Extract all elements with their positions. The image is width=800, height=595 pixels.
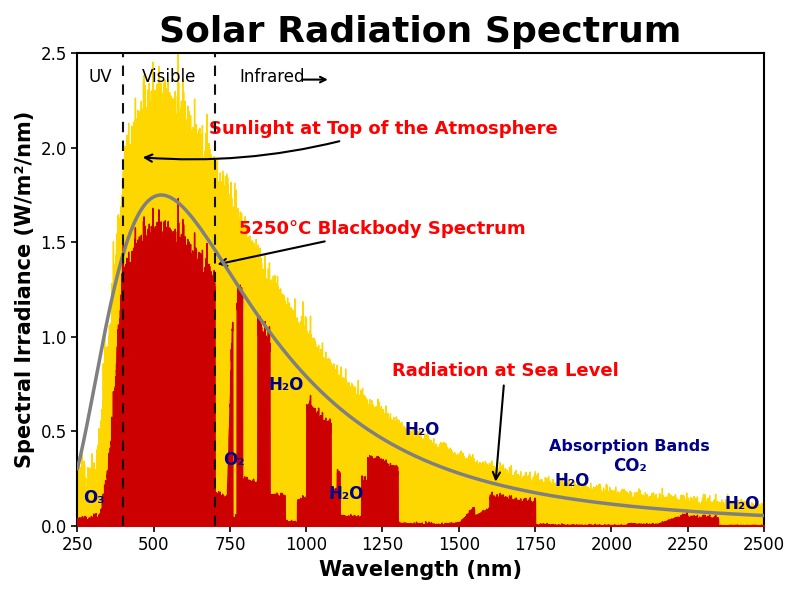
Y-axis label: Spectral Irradiance (W/m²/nm): Spectral Irradiance (W/m²/nm)	[15, 111, 35, 468]
Text: Absorption Bands: Absorption Bands	[550, 439, 710, 454]
Title: Solar Radiation Spectrum: Solar Radiation Spectrum	[159, 15, 682, 49]
X-axis label: Wavelength (nm): Wavelength (nm)	[319, 560, 522, 580]
Text: 5250°C Blackbody Spectrum: 5250°C Blackbody Spectrum	[220, 220, 526, 266]
Text: Infrared: Infrared	[239, 68, 305, 86]
Text: H₂O: H₂O	[554, 472, 590, 490]
Text: Radiation at Sea Level: Radiation at Sea Level	[392, 362, 618, 480]
Text: O₂: O₂	[223, 451, 244, 469]
Text: CO₂: CO₂	[613, 457, 646, 475]
Text: O₃: O₃	[83, 489, 105, 507]
Text: Sunlight at Top of the Atmosphere: Sunlight at Top of the Atmosphere	[145, 120, 558, 162]
Text: H₂O: H₂O	[405, 421, 440, 439]
Text: H₂O: H₂O	[269, 375, 304, 394]
Text: UV: UV	[89, 68, 112, 86]
Text: H₂O: H₂O	[725, 495, 760, 513]
Text: Visible: Visible	[142, 68, 196, 86]
Text: H₂O: H₂O	[328, 486, 363, 503]
